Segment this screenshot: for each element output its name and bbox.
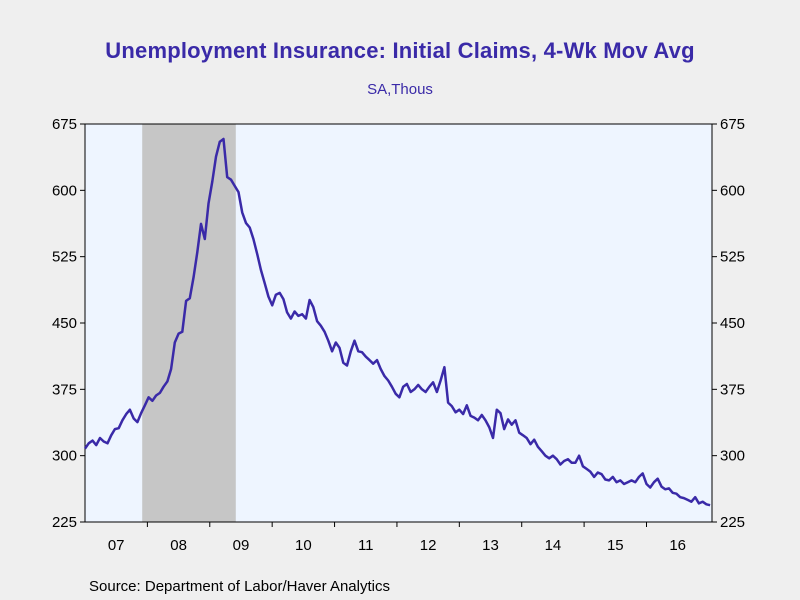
y-tick-label-right: 450 [720, 315, 745, 332]
y-tick-label-right: 225 [720, 514, 745, 531]
source-note: Source: Department of Labor/Haver Analyt… [89, 578, 390, 595]
x-tick-label: 10 [295, 537, 312, 554]
recession-band [142, 124, 236, 522]
x-tick-label: 11 [358, 537, 374, 554]
y-tick-label-right: 525 [720, 249, 745, 266]
y-tick-label-right: 675 [720, 116, 745, 133]
y-tick-label-left: 375 [52, 381, 77, 398]
chart-subtitle: SA,Thous [367, 81, 433, 98]
y-tick-label-right: 300 [720, 448, 745, 465]
y-tick-label-left: 675 [52, 116, 77, 133]
x-tick-label: 09 [233, 537, 250, 554]
chart-title: Unemployment Insurance: Initial Claims, … [105, 38, 695, 63]
y-tick-label-left: 225 [52, 514, 77, 531]
x-tick-label: 14 [545, 537, 562, 554]
x-tick-label: 13 [482, 537, 499, 554]
y-tick-label-left: 300 [52, 448, 77, 465]
y-tick-label-left: 600 [52, 182, 77, 199]
x-tick-label: 15 [607, 537, 624, 554]
x-tick-label: 16 [669, 537, 686, 554]
x-tick-label: 07 [108, 537, 125, 554]
y-tick-label-left: 525 [52, 249, 77, 266]
series-line [83, 137, 711, 507]
y-tick-label-left: 450 [52, 315, 77, 332]
x-tick-label: 12 [420, 537, 437, 554]
y-tick-label-right: 375 [720, 381, 745, 398]
x-tick-label: 08 [170, 537, 187, 554]
y-tick-label-right: 600 [720, 182, 745, 199]
